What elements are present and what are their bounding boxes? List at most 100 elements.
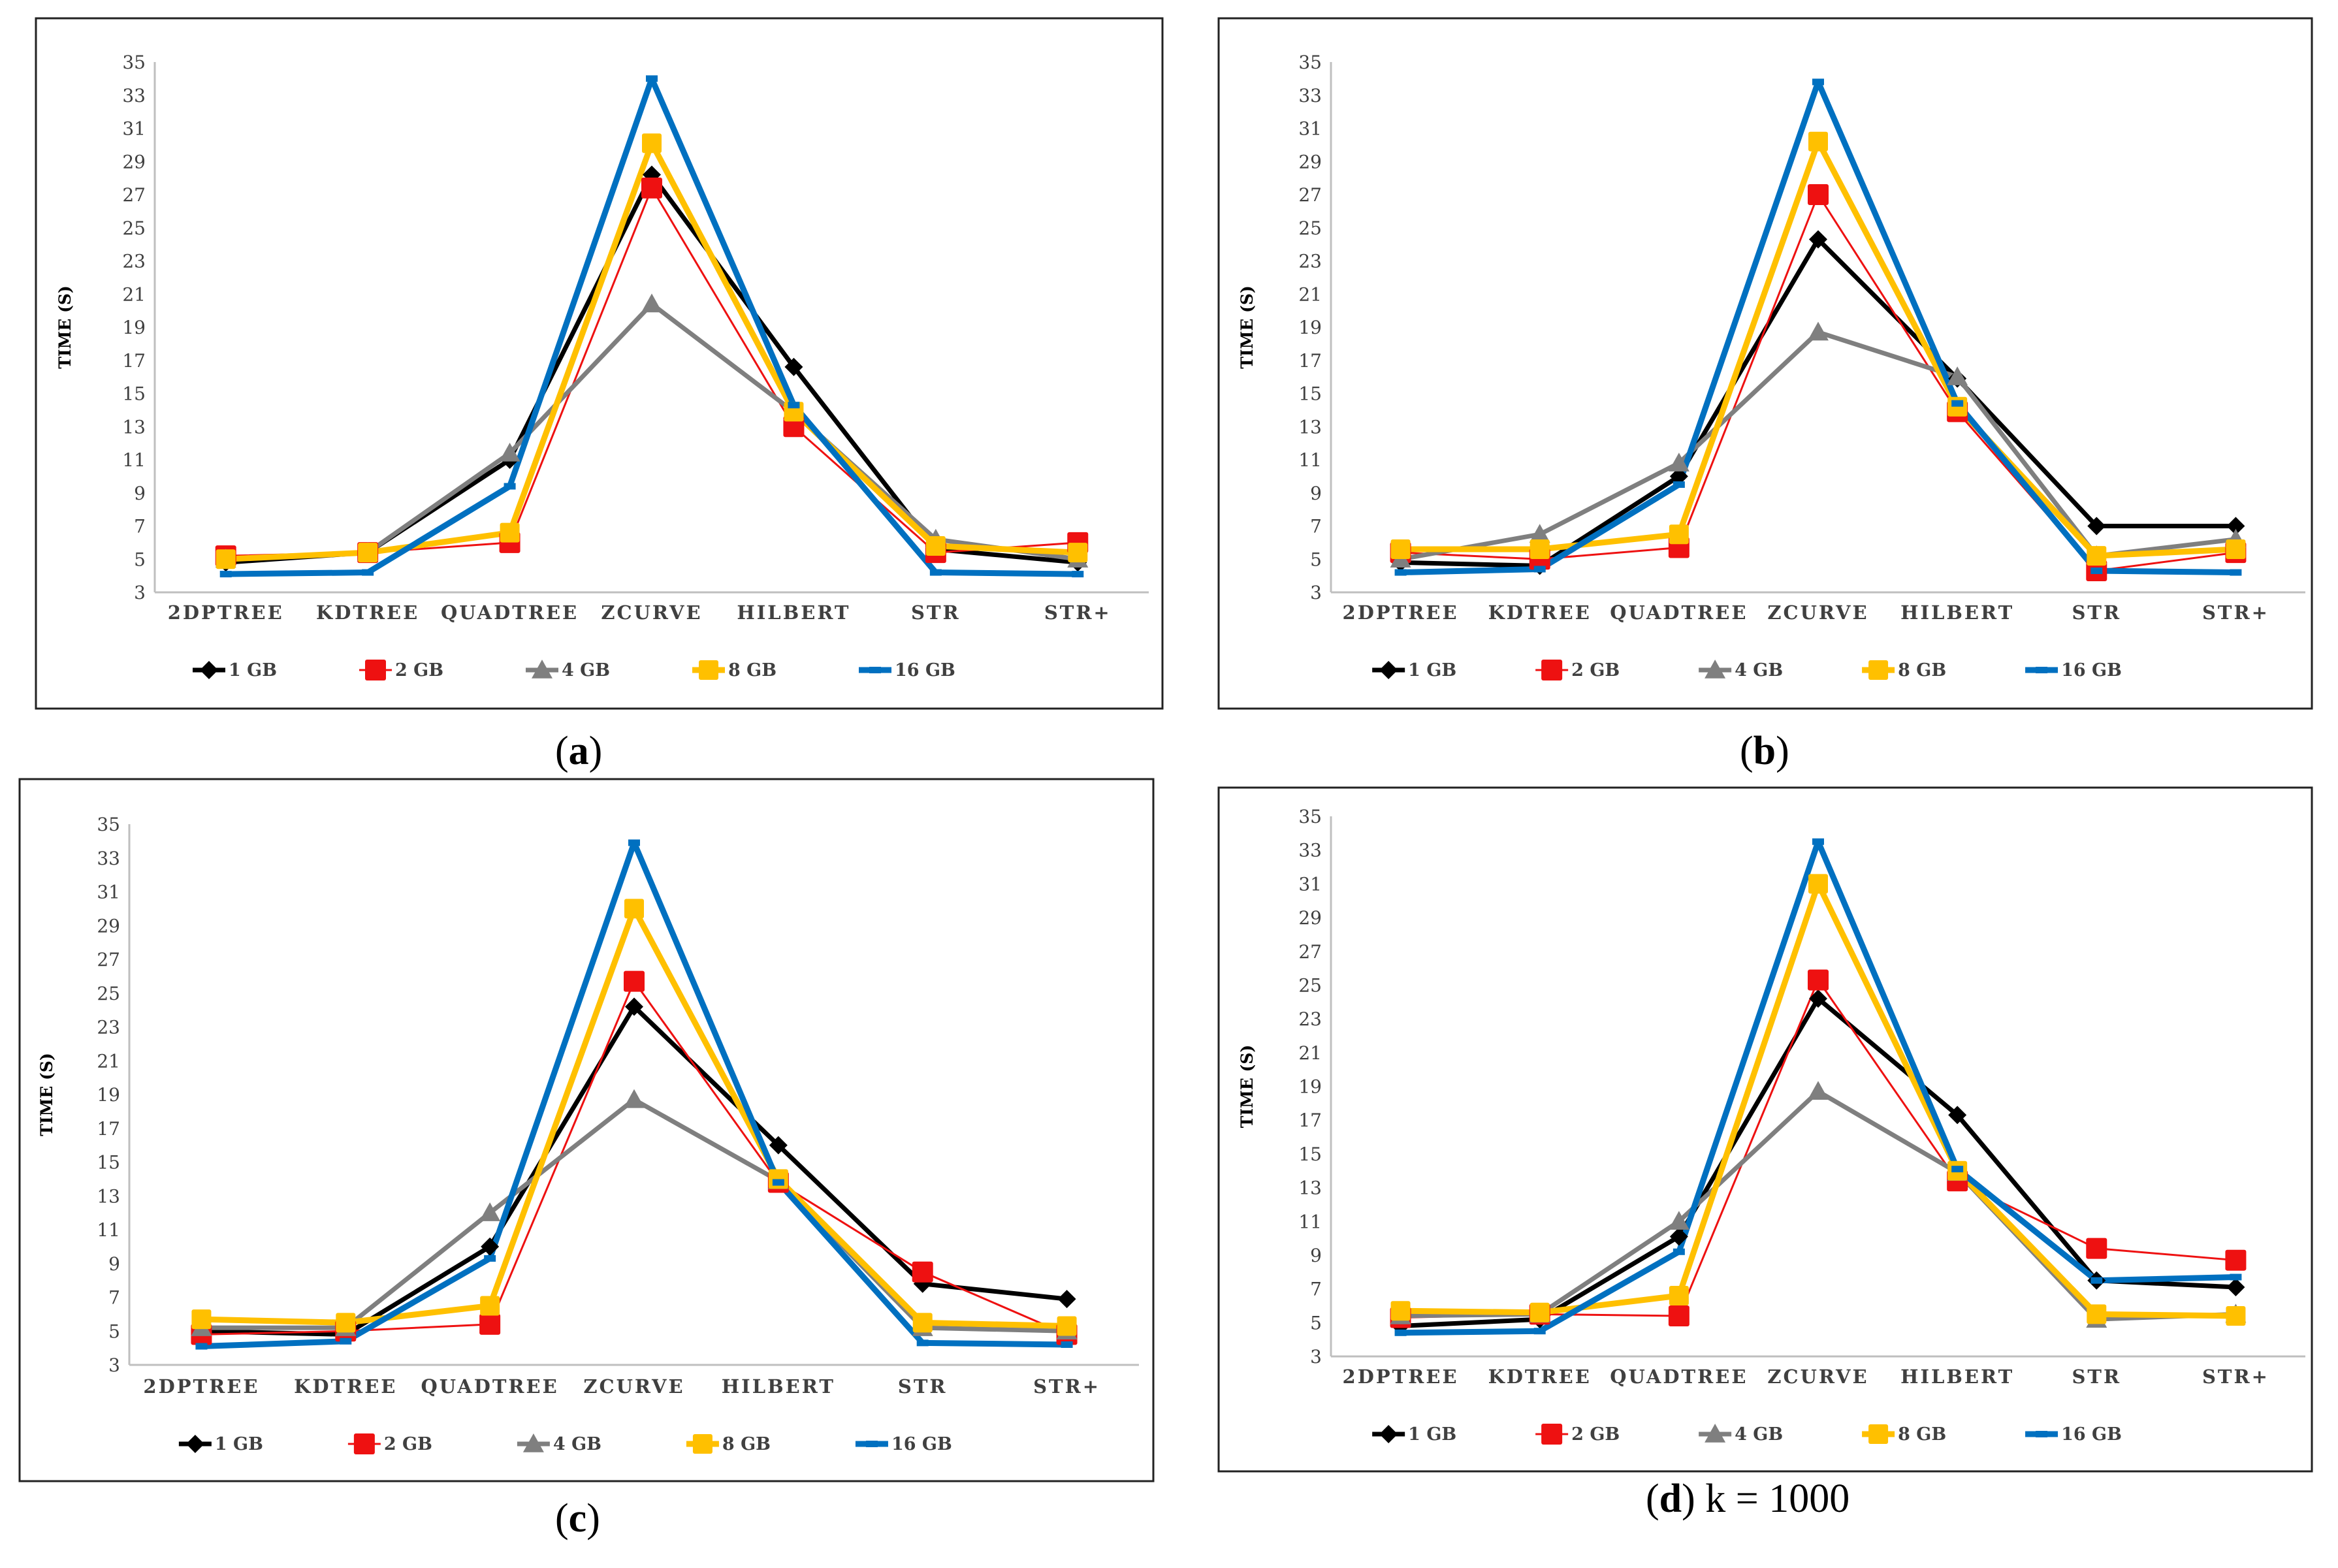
y-tick-label: 15 bbox=[97, 1152, 120, 1174]
x-category-label: STR bbox=[2072, 601, 2121, 624]
x-category-label: STR bbox=[898, 1375, 948, 1398]
y-tick-label: 15 bbox=[1298, 1144, 1322, 1165]
data-point-4gb bbox=[1668, 1211, 1689, 1230]
data-point-16gb bbox=[484, 1255, 496, 1262]
data-point-4gb bbox=[479, 1202, 501, 1221]
legend-marker bbox=[1868, 660, 1889, 680]
y-tick-label: 27 bbox=[1298, 941, 1322, 963]
data-point-8gb bbox=[1529, 539, 1550, 560]
data-point-16gb bbox=[646, 75, 658, 82]
data-point-4gb bbox=[1808, 1081, 1829, 1100]
y-tick-label: 5 bbox=[1310, 549, 1322, 570]
y-tick-label: 35 bbox=[97, 814, 120, 835]
x-category-label: ZCURVE bbox=[1767, 1366, 1868, 1388]
y-tick-label: 17 bbox=[122, 350, 146, 372]
x-category-label: KDTREE bbox=[1488, 601, 1592, 624]
y-tick-label: 19 bbox=[97, 1084, 120, 1106]
legend-marker bbox=[1705, 660, 1726, 679]
data-point-16gb bbox=[788, 402, 800, 409]
data-point-1gb bbox=[481, 1237, 500, 1256]
data-point-16gb bbox=[929, 569, 942, 576]
data-point-4gb bbox=[499, 442, 520, 462]
legend-item-1gb: 1 GB bbox=[193, 660, 277, 680]
y-tick-label: 15 bbox=[1298, 383, 1322, 405]
y-tick-label: 33 bbox=[122, 85, 146, 106]
y-axis-label: TIME (S) bbox=[37, 1053, 56, 1136]
y-tick-label: 7 bbox=[134, 516, 146, 537]
y-tick-label: 35 bbox=[122, 52, 146, 73]
legend-label: 4 GB bbox=[562, 660, 610, 680]
legend-marker bbox=[1379, 1425, 1398, 1443]
data-point-8gb bbox=[2087, 546, 2107, 566]
data-point-2gb bbox=[912, 1261, 933, 1283]
y-tick-label: 35 bbox=[1298, 806, 1322, 827]
data-point-1gb bbox=[2226, 1278, 2245, 1297]
y-tick-label: 13 bbox=[1298, 1177, 1322, 1199]
y-tick-label: 19 bbox=[122, 317, 146, 338]
legend-item-8gb: 8 GB bbox=[686, 1434, 771, 1454]
x-category-label: STR bbox=[911, 601, 961, 624]
data-point-1gb bbox=[769, 1136, 788, 1155]
y-tick-label: 21 bbox=[122, 283, 146, 305]
y-tick-label: 33 bbox=[1298, 85, 1322, 106]
y-tick-label: 33 bbox=[97, 848, 120, 869]
legend-marker bbox=[1868, 1424, 1889, 1444]
y-tick-label: 17 bbox=[1298, 1110, 1322, 1131]
y-tick-label: 7 bbox=[108, 1287, 120, 1309]
legend-label: 1 GB bbox=[229, 660, 277, 680]
legend-label: 16 GB bbox=[895, 660, 955, 680]
data-point-8gb bbox=[768, 1169, 788, 1189]
data-point-1gb bbox=[1809, 989, 1827, 1008]
y-tick-label: 27 bbox=[1298, 184, 1322, 206]
data-point-2gb bbox=[1668, 1305, 1689, 1326]
panel-caption-b: (b) bbox=[1740, 729, 1789, 773]
y-tick-label: 7 bbox=[1310, 1279, 1322, 1300]
data-point-16gb bbox=[504, 483, 516, 490]
data-point-8gb bbox=[1669, 524, 1689, 545]
y-tick-label: 3 bbox=[1310, 1346, 1322, 1368]
legend-item-2gb: 2 GB bbox=[1535, 660, 1620, 680]
y-tick-label: 27 bbox=[122, 184, 146, 206]
panel-caption-a: (a) bbox=[555, 729, 603, 773]
y-tick-label: 3 bbox=[134, 582, 146, 603]
x-category-label: ZCURVE bbox=[1767, 601, 1868, 624]
legend-marker bbox=[2036, 1431, 2048, 1437]
data-point-16gb bbox=[1812, 78, 1824, 86]
y-tick-label: 9 bbox=[1310, 483, 1322, 504]
y-tick-label: 31 bbox=[1298, 873, 1322, 895]
legend-label: 4 GB bbox=[1735, 660, 1783, 680]
data-point-16gb bbox=[340, 1337, 352, 1345]
legend-marker bbox=[200, 661, 218, 679]
y-tick-label: 25 bbox=[1298, 974, 1322, 996]
legend-item-2gb: 2 GB bbox=[1535, 1424, 1620, 1445]
x-category-label: STR+ bbox=[2202, 601, 2269, 624]
legend-item-16gb: 16 GB bbox=[859, 660, 955, 680]
legend-marker bbox=[532, 660, 552, 679]
data-point-8gb bbox=[1390, 1301, 1411, 1321]
data-point-16gb bbox=[1812, 838, 1824, 845]
data-point-8gb bbox=[1057, 1316, 1077, 1336]
legend-item-2gb: 2 GB bbox=[359, 660, 443, 680]
y-tick-label: 17 bbox=[1298, 350, 1322, 372]
x-category-label: KDTREE bbox=[316, 601, 419, 624]
x-category-label: KDTREE bbox=[294, 1375, 397, 1398]
x-category-label: QUADTREE bbox=[1610, 601, 1748, 624]
x-category-label: 2DPTREE bbox=[1343, 601, 1459, 624]
y-tick-label: 31 bbox=[97, 882, 120, 903]
data-point-16gb bbox=[195, 1343, 208, 1350]
legend-label: 2 GB bbox=[384, 1434, 432, 1454]
data-point-8gb bbox=[191, 1309, 212, 1330]
data-point-8gb bbox=[1808, 874, 1828, 894]
x-category-label: STR+ bbox=[1033, 1375, 1100, 1398]
panel-caption-c: (c) bbox=[555, 1496, 600, 1541]
legend-label: 8 GB bbox=[1898, 660, 1946, 680]
y-axis-label: TIME (S) bbox=[1238, 1045, 1257, 1128]
data-point-4gb bbox=[641, 293, 662, 313]
y-tick-label: 25 bbox=[1298, 217, 1322, 239]
legend-label: 2 GB bbox=[395, 660, 443, 680]
legend-item-8gb: 8 GB bbox=[1862, 660, 1946, 680]
data-point-2gb bbox=[2225, 1249, 2247, 1271]
legend-item-4gb: 4 GB bbox=[1699, 1424, 1783, 1445]
data-point-1gb bbox=[1669, 1227, 1688, 1246]
